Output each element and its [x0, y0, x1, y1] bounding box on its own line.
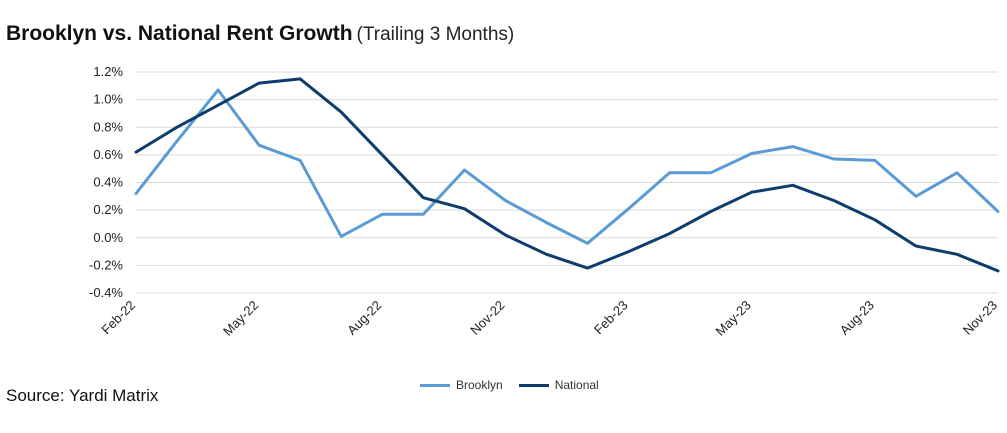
y-tick-label: 0.4% [93, 175, 123, 190]
series-line-national [134, 77, 1000, 273]
chart-title: Brooklyn vs. National Rent Growth (Traili… [6, 22, 514, 46]
chart-subtitle: (Trailing 3 Months) [356, 24, 515, 45]
series-line-brooklyn [134, 88, 1000, 245]
y-tick-label: 0.2% [93, 202, 123, 217]
legend-item-national: National [518, 378, 599, 392]
y-tick-label: 0.0% [93, 230, 123, 245]
x-tick-label: Aug-23 [837, 298, 877, 338]
y-tick-label: 0.8% [93, 119, 123, 134]
x-tick-label: Nov-23 [960, 298, 1000, 338]
legend-swatch-national [518, 383, 549, 387]
y-tick-label: 1.2% [93, 64, 123, 79]
legend-item-brooklyn: Brooklyn [420, 378, 503, 392]
x-tick-label: May-23 [713, 298, 754, 339]
legend-label-brooklyn: Brooklyn [456, 378, 503, 392]
y-tick-label: 0.6% [93, 147, 123, 162]
x-tick-label: Nov-22 [467, 298, 507, 338]
y-tick-label: 1.0% [93, 92, 123, 107]
y-tick-label: -0.4% [89, 285, 123, 300]
source-note: Source: Yardi Matrix [6, 386, 159, 405]
legend-label-national: National [554, 378, 599, 392]
y-axis-tick-labels: -0.4% -0.2% 0.0% 0.2% 0.4% 0.6% 0.8% 1.0% 1.2% [89, 64, 123, 300]
x-tick-label: Aug-22 [344, 298, 384, 338]
gridlines [136, 71, 998, 294]
y-tick-label: -0.2% [89, 257, 123, 272]
series-lines [134, 77, 1000, 273]
chart-title-text: Brooklyn vs. National Rent Growth [6, 22, 353, 45]
legend-swatch-brooklyn [420, 383, 450, 387]
x-axis-tick-labels: Feb-22 May-22 Aug-22 Nov-22 Feb-23 May-23 Aug-… [98, 298, 1000, 339]
x-tick-label: Feb-23 [591, 298, 631, 338]
x-tick-label: Feb-22 [98, 298, 138, 338]
legend: Brooklyn National [420, 378, 615, 392]
x-tick-label: May-22 [220, 298, 261, 339]
